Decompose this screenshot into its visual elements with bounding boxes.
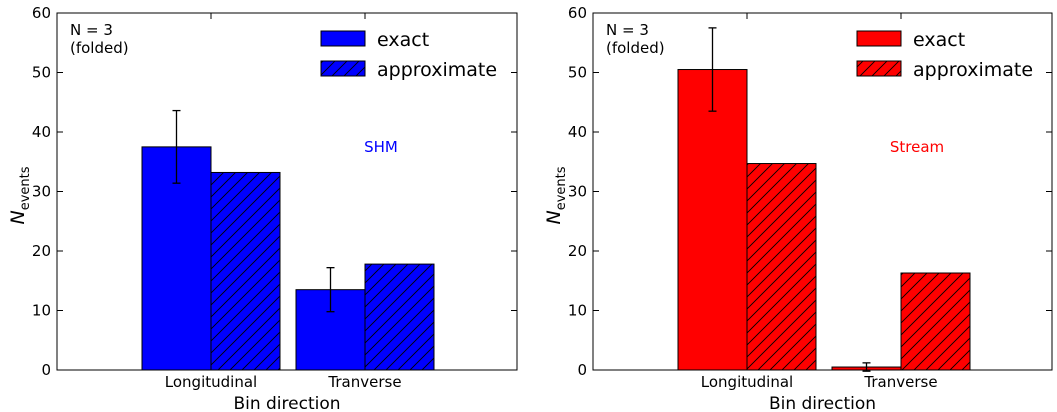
axis-ticks: 0 10 20 30 40 50 60	[568, 4, 1052, 379]
y-tick-label: 20	[32, 242, 51, 260]
annotation-folded: (folded)	[70, 39, 129, 57]
error-bar-longitudinal	[708, 27, 717, 112]
y-tick-label: 10	[32, 302, 51, 320]
y-tick-label: 30	[568, 183, 587, 201]
y-tick-label: 0	[577, 361, 587, 379]
x-tick-label-longitudinal: Longitudinal	[165, 373, 257, 391]
y-axis-label-subscript: events	[554, 166, 569, 210]
legend: exact approximate	[856, 29, 1033, 81]
chart-panel-stream: 0 10 20 30 40 50 60 N = 3 (folded) Stream exac…	[543, 4, 1053, 412]
annotation-n: N = 3	[606, 21, 649, 39]
legend-swatch-approximate	[856, 60, 902, 77]
legend-swatch-exact	[856, 30, 902, 47]
chart-panel-shm: 0 10 20 30 40 50 60 N = 3 (folded) SHM exact a…	[7, 4, 518, 412]
error-bar-longitudinal	[172, 109, 181, 184]
y-tick-label: 0	[41, 361, 51, 379]
legend-swatch-exact	[320, 30, 366, 47]
bar-exact-longitudinal	[677, 69, 748, 371]
y-axis-label-subscript: events	[18, 166, 33, 210]
panel-label: SHM	[364, 138, 398, 156]
bar-approximate-longitudinal	[746, 163, 817, 371]
y-tick-label: 60	[32, 4, 51, 22]
error-bar-tranverse	[326, 267, 335, 313]
y-tick-label: 50	[32, 64, 51, 82]
x-tick-label-tranverse: Tranverse	[327, 373, 401, 391]
legend-label-approximate: approximate	[377, 59, 497, 81]
legend: exact approximate	[320, 29, 497, 81]
y-axis-label: Nevents	[543, 166, 569, 224]
y-tick-label: 60	[568, 4, 587, 22]
y-tick-label: 40	[32, 123, 51, 141]
y-axis-label-main: N	[543, 210, 565, 224]
plot-marks	[141, 109, 435, 371]
y-axis-label-main: N	[7, 210, 29, 224]
annotation-folded: (folded)	[606, 39, 665, 57]
x-axis-label: Bin direction	[769, 394, 876, 412]
x-axis-label: Bin direction	[233, 394, 340, 412]
bar-approximate-longitudinal	[210, 171, 281, 371]
x-tick-label-tranverse: Tranverse	[863, 373, 937, 391]
bar-approximate-tranverse	[364, 263, 435, 371]
legend-label-exact: exact	[913, 29, 965, 51]
x-tick-label-longitudinal: Longitudinal	[701, 373, 793, 391]
bar-exact-longitudinal	[141, 146, 212, 371]
legend-label-exact: exact	[377, 29, 429, 51]
panel-label: Stream	[890, 138, 944, 156]
bar-approximate-tranverse	[900, 272, 971, 371]
y-tick-label: 20	[568, 242, 587, 260]
y-tick-label: 40	[568, 123, 587, 141]
y-tick-label: 30	[32, 183, 51, 201]
y-axis-label: Nevents	[7, 166, 33, 224]
axis-ticks: 0 10 20 30 40 50 60	[32, 4, 517, 379]
y-tick-label: 10	[568, 302, 587, 320]
legend-label-approximate: approximate	[913, 59, 1033, 81]
annotation-n: N = 3	[70, 21, 113, 39]
plot-marks	[677, 27, 971, 372]
legend-swatch-approximate	[320, 60, 366, 77]
y-tick-label: 50	[568, 64, 587, 82]
